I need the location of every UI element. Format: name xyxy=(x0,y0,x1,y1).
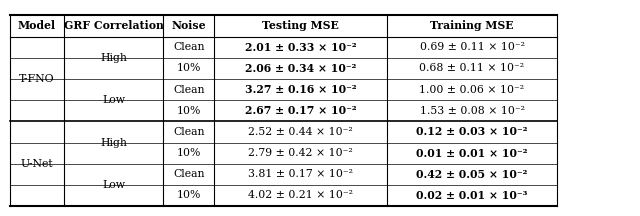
Text: Testing MSE: Testing MSE xyxy=(262,21,339,31)
Text: Clean: Clean xyxy=(173,42,205,52)
Text: 1.00 ± 0.06 × 10⁻²: 1.00 ± 0.06 × 10⁻² xyxy=(419,85,525,95)
Text: T-FNO: T-FNO xyxy=(19,74,54,84)
Text: U-Net: U-Net xyxy=(20,159,53,169)
Text: High: High xyxy=(100,53,127,63)
Text: 2.06 ± 0.34 × 10⁻²: 2.06 ± 0.34 × 10⁻² xyxy=(245,63,356,74)
Text: Training MSE: Training MSE xyxy=(430,21,514,31)
Text: 3.27 ± 0.16 × 10⁻²: 3.27 ± 0.16 × 10⁻² xyxy=(245,84,356,95)
Text: 0.68 ± 0.11 × 10⁻²: 0.68 ± 0.11 × 10⁻² xyxy=(419,64,525,73)
Text: GRF Correlation: GRF Correlation xyxy=(64,21,163,31)
Text: 0.12 ± 0.03 × 10⁻²: 0.12 ± 0.03 × 10⁻² xyxy=(416,127,528,137)
Text: 0.42 ± 0.05 × 10⁻²: 0.42 ± 0.05 × 10⁻² xyxy=(416,169,528,180)
Text: Model: Model xyxy=(18,21,56,31)
Text: 2.79 ± 0.42 × 10⁻²: 2.79 ± 0.42 × 10⁻² xyxy=(248,148,353,158)
Text: High: High xyxy=(100,138,127,148)
Text: 0.01 ± 0.01 × 10⁻²: 0.01 ± 0.01 × 10⁻² xyxy=(416,148,528,159)
Text: 10%: 10% xyxy=(177,106,201,116)
Text: Clean: Clean xyxy=(173,85,205,95)
Text: Clean: Clean xyxy=(173,127,205,137)
Text: 0.69 ± 0.11 × 10⁻²: 0.69 ± 0.11 × 10⁻² xyxy=(419,42,525,52)
Text: 10%: 10% xyxy=(177,148,201,158)
Text: 3.81 ± 0.17 × 10⁻²: 3.81 ± 0.17 × 10⁻² xyxy=(248,169,353,179)
Text: Clean: Clean xyxy=(173,169,205,179)
Text: 2.67 ± 0.17 × 10⁻²: 2.67 ± 0.17 × 10⁻² xyxy=(245,105,356,116)
Text: Low: Low xyxy=(102,180,125,190)
Text: 2.01 ± 0.33 × 10⁻²: 2.01 ± 0.33 × 10⁻² xyxy=(245,42,356,53)
Text: 0.02 ± 0.01 × 10⁻³: 0.02 ± 0.01 × 10⁻³ xyxy=(416,190,528,201)
Text: 10%: 10% xyxy=(177,191,201,200)
Text: 2.52 ± 0.44 × 10⁻²: 2.52 ± 0.44 × 10⁻² xyxy=(248,127,353,137)
Text: Low: Low xyxy=(102,95,125,105)
Text: 4.02 ± 0.21 × 10⁻²: 4.02 ± 0.21 × 10⁻² xyxy=(248,191,353,200)
Text: 10%: 10% xyxy=(177,64,201,73)
Text: 1.53 ± 0.08 × 10⁻²: 1.53 ± 0.08 × 10⁻² xyxy=(419,106,525,116)
Text: Noise: Noise xyxy=(172,21,206,31)
